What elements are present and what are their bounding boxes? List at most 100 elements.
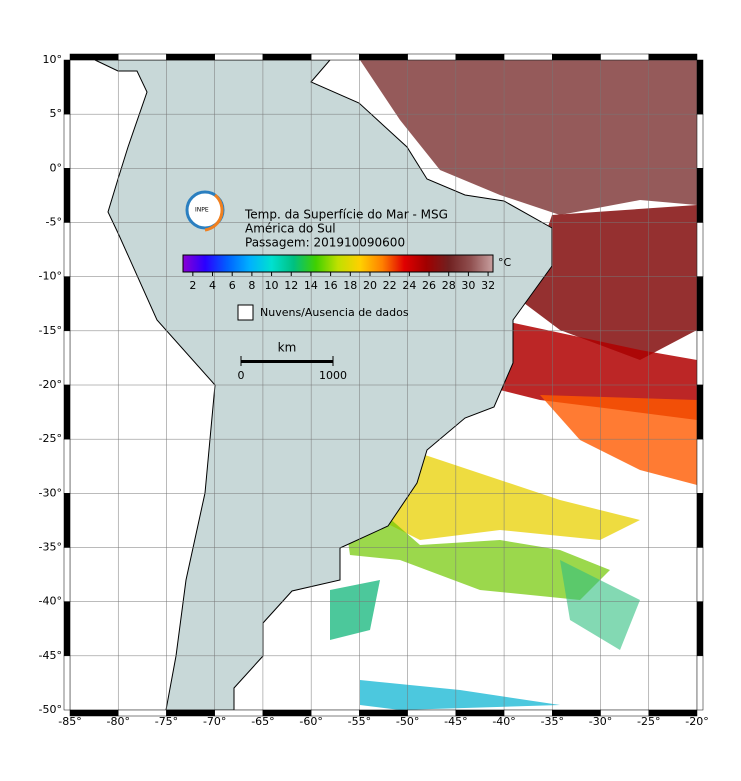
colorbar-tick-label: 2 xyxy=(189,279,196,292)
sst-patch xyxy=(560,560,640,650)
frame-segment xyxy=(63,330,71,386)
scale-bar xyxy=(241,360,333,363)
y-tick-label: 10° xyxy=(43,53,63,66)
x-tick-label: -65° xyxy=(251,715,274,728)
y-tick-label: -25° xyxy=(39,432,62,445)
sst-patch xyxy=(330,580,380,640)
frame-segment xyxy=(63,276,71,332)
frame-segment xyxy=(696,601,704,657)
frame-segment xyxy=(310,53,360,61)
legend-swatch xyxy=(237,304,254,321)
y-tick-label: -10° xyxy=(39,270,62,283)
frame-segment xyxy=(63,438,71,494)
frame-segment xyxy=(63,655,71,711)
frame-segment xyxy=(696,168,704,223)
frame xyxy=(63,53,704,717)
frame-segment xyxy=(696,438,704,494)
sst-patch xyxy=(360,680,560,710)
colorbar-tick-label: 26 xyxy=(422,279,436,292)
x-tick-label: -70° xyxy=(203,715,226,728)
frame-segment xyxy=(166,53,215,61)
frame-segment xyxy=(696,113,704,169)
y-tick-label: -15° xyxy=(39,324,62,337)
scale-unit: km xyxy=(278,341,297,355)
sst-patch xyxy=(520,205,697,360)
x-tick-label: -45° xyxy=(444,715,467,728)
frame-segment xyxy=(696,222,704,277)
sst-patch xyxy=(540,395,697,485)
frame-segment xyxy=(648,709,698,717)
x-tick-label: -75° xyxy=(155,715,178,728)
frame-segment xyxy=(696,655,704,711)
x-tick-label: -85° xyxy=(58,715,81,728)
region: América do Sul xyxy=(245,222,336,236)
frame-segment xyxy=(63,168,71,223)
x-tick-label: -30° xyxy=(589,715,612,728)
colorbar-tick-label: 28 xyxy=(442,279,456,292)
y-tick-label: 0° xyxy=(50,161,63,174)
frame-segment xyxy=(407,53,457,61)
colorbar-tick-label: 22 xyxy=(383,279,397,292)
x-tick-label: -80° xyxy=(106,715,129,728)
colorbar-tick-label: 24 xyxy=(402,279,416,292)
frame-segment xyxy=(696,384,704,440)
frame-segment xyxy=(600,53,650,61)
y-tick-label: -35° xyxy=(39,541,62,554)
frame-segment xyxy=(696,493,704,548)
sst-patch xyxy=(345,510,610,600)
x-tick-label: -60° xyxy=(299,715,322,728)
y-tick-label: -45° xyxy=(39,649,62,662)
colorbar-tick-label: 6 xyxy=(229,279,236,292)
frame-segment xyxy=(63,384,71,440)
frame-segment xyxy=(63,59,71,115)
frame-segment xyxy=(63,493,71,548)
frame-segment xyxy=(552,53,601,61)
frame-segment xyxy=(696,547,704,602)
y-tick-label: 5° xyxy=(50,107,63,120)
svg-text:INPE: INPE xyxy=(195,207,209,214)
sst-field xyxy=(330,60,697,710)
sst-patch xyxy=(500,320,697,420)
sst-patch xyxy=(360,60,697,215)
frame-segment xyxy=(696,330,704,386)
x-tick-label: -55° xyxy=(348,715,371,728)
y-tick-label: -40° xyxy=(39,595,62,608)
colorbar-tick-label: 30 xyxy=(461,279,475,292)
frame-segment xyxy=(63,547,71,602)
scale-label: 0 xyxy=(238,369,245,382)
frame-segment xyxy=(455,53,505,61)
colorbar-tick-label: 18 xyxy=(343,279,357,292)
title: Temp. da Superfície do Mar - MSG xyxy=(244,208,448,222)
frame-segment xyxy=(117,53,167,61)
x-tick-label: -35° xyxy=(541,715,564,728)
frame-segment xyxy=(359,53,408,61)
logo: INPE xyxy=(185,190,225,232)
colorbar-tick-label: 32 xyxy=(481,279,495,292)
y-tick-label: -30° xyxy=(39,486,62,499)
x-tick-label: -40° xyxy=(492,715,515,728)
frame-segment xyxy=(69,53,119,61)
x-tick-label: -20° xyxy=(685,715,708,728)
frame-segment xyxy=(214,53,264,61)
y-tick-label: -5° xyxy=(46,216,62,229)
colorbar-tick-label: 10 xyxy=(265,279,279,292)
frame-segment xyxy=(503,53,553,61)
frame-segment xyxy=(648,53,698,61)
pass: Passagem: 201910090600 xyxy=(245,236,405,250)
sst-patch xyxy=(380,450,640,540)
frame-segment xyxy=(696,276,704,332)
colorbar xyxy=(182,254,494,273)
x-tick-label: -25° xyxy=(637,715,660,728)
colorbar-tick-label: 16 xyxy=(324,279,338,292)
frame-segment xyxy=(63,222,71,277)
colorbar-tick-label: 8 xyxy=(248,279,255,292)
colorbar-unit: °C xyxy=(498,256,512,269)
colorbar-tick-label: 20 xyxy=(363,279,377,292)
frame-segment xyxy=(262,53,312,61)
frame-segment xyxy=(63,113,71,169)
colorbar-tick-label: 14 xyxy=(304,279,318,292)
scale-label: 1000 xyxy=(319,369,347,382)
legend-label: Nuvens/Ausencia de dados xyxy=(260,306,409,319)
colorbar-tick-label: 4 xyxy=(209,279,216,292)
